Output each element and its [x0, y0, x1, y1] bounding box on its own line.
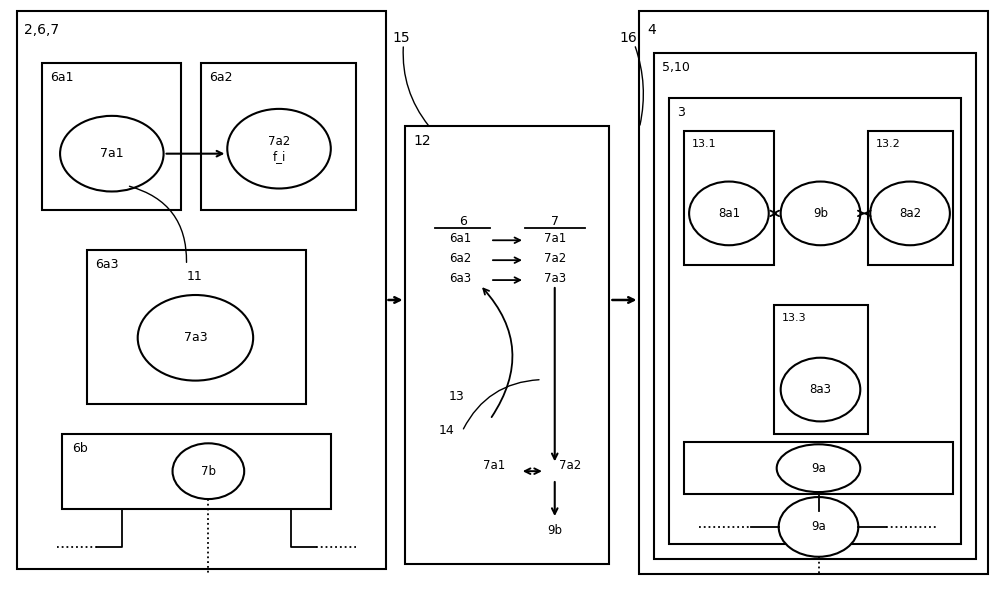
Bar	[639, 11, 988, 573]
Text: 2,6,7: 2,6,7	[24, 23, 59, 37]
Ellipse shape	[60, 116, 164, 192]
Text: 11: 11	[186, 270, 202, 283]
Ellipse shape	[173, 444, 244, 499]
Text: 9a: 9a	[811, 462, 826, 474]
Ellipse shape	[138, 295, 253, 381]
Text: 9a: 9a	[811, 521, 826, 534]
Bar	[684, 131, 774, 265]
Text: 7a2
f_i: 7a2 f_i	[268, 135, 290, 162]
Text: 7b: 7b	[201, 465, 216, 478]
Text: 13.1: 13.1	[692, 139, 717, 149]
Text: 7a1: 7a1	[544, 232, 566, 246]
Text: 13.2: 13.2	[876, 139, 901, 149]
Text: 6a1: 6a1	[449, 232, 471, 246]
Text: 6b: 6b	[72, 442, 88, 455]
Text: 7a3: 7a3	[544, 272, 566, 285]
Text: 7a2: 7a2	[544, 252, 566, 265]
Ellipse shape	[777, 444, 860, 492]
Text: 9b: 9b	[547, 524, 562, 537]
Text: 13.3: 13.3	[782, 313, 806, 323]
Text: 6a2: 6a2	[449, 252, 471, 265]
Text: 7a1: 7a1	[483, 459, 505, 472]
Bar	[87, 250, 306, 404]
Ellipse shape	[781, 358, 860, 422]
Bar	[774, 305, 868, 434]
Bar	[201, 63, 356, 211]
Bar	[868, 131, 953, 265]
Text: 8a3: 8a3	[809, 383, 831, 396]
Text: 12: 12	[413, 134, 431, 148]
Ellipse shape	[689, 181, 769, 246]
Text: 4: 4	[647, 23, 656, 37]
Text: 16: 16	[619, 31, 637, 45]
Text: 8a2: 8a2	[899, 207, 921, 220]
Ellipse shape	[227, 109, 331, 189]
Text: 5,10: 5,10	[662, 61, 690, 74]
Bar	[684, 442, 953, 494]
Text: 8a1: 8a1	[718, 207, 740, 220]
Text: 6a1: 6a1	[50, 71, 74, 84]
Bar	[405, 126, 609, 564]
Bar	[62, 434, 331, 509]
Bar	[17, 11, 386, 569]
Text: 6a3: 6a3	[449, 272, 471, 285]
Text: 7a1: 7a1	[100, 147, 124, 160]
Text: 9b: 9b	[813, 207, 828, 220]
Text: 13: 13	[448, 390, 464, 403]
Text: 3: 3	[677, 106, 685, 119]
Ellipse shape	[779, 497, 858, 557]
Text: 14: 14	[438, 425, 454, 438]
Text: 6a3: 6a3	[95, 258, 118, 271]
Text: 7a3: 7a3	[184, 331, 207, 345]
Text: 6: 6	[459, 215, 467, 228]
Bar	[654, 53, 976, 559]
Bar	[42, 63, 181, 211]
Text: 15: 15	[393, 31, 410, 45]
Text: 7: 7	[551, 215, 559, 228]
Ellipse shape	[781, 181, 860, 246]
Text: 7a2: 7a2	[559, 459, 581, 472]
Ellipse shape	[870, 181, 950, 246]
Text: 6a2: 6a2	[209, 71, 233, 84]
Bar	[669, 98, 961, 544]
